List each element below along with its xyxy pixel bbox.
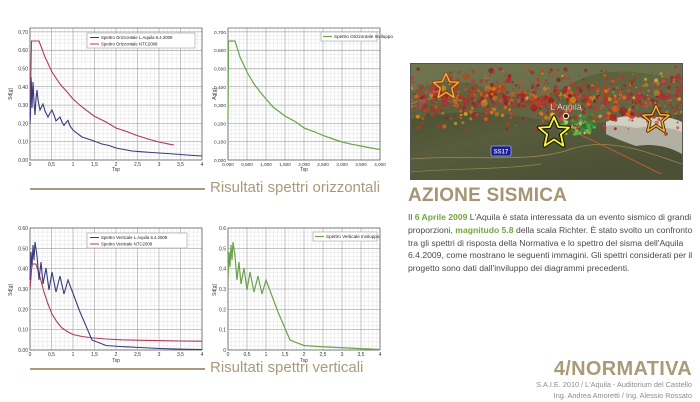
svg-text:Spettro Verticale L.Aquila 6.4: Spettro Verticale L.Aquila 6.4.2009 [101, 235, 168, 240]
svg-text:Spettro Verticale NTC2008: Spettro Verticale NTC2008 [101, 242, 153, 247]
svg-text:1: 1 [72, 352, 75, 358]
svg-text:Ag[g]: Ag[g] [212, 88, 218, 100]
svg-text:0,700: 0,700 [214, 30, 226, 36]
svg-text:0.50: 0.50 [18, 246, 28, 252]
svg-text:0.70: 0.70 [18, 30, 28, 36]
svg-text:4: 4 [201, 162, 204, 168]
svg-text:0.00: 0.00 [18, 348, 28, 354]
svg-text:3,500: 3,500 [355, 162, 367, 167]
svg-text:3: 3 [158, 352, 161, 358]
svg-text:0.00: 0.00 [18, 158, 28, 164]
svg-text:1: 1 [72, 162, 75, 168]
svg-text:0,5: 0,5 [48, 162, 55, 168]
svg-text:Tsp: Tsp [112, 358, 120, 364]
svg-text:3,000: 3,000 [336, 162, 348, 167]
svg-text:Tsp: Tsp [112, 167, 120, 172]
svg-text:0.30: 0.30 [18, 287, 28, 293]
svg-text:Sd[g]: Sd[g] [212, 284, 218, 296]
svg-text:0.4: 0.4 [219, 267, 226, 273]
svg-text:0.40: 0.40 [18, 267, 28, 273]
svg-text:2,500: 2,500 [317, 162, 329, 167]
svg-text:Spettro Verticale Inviluppo: Spettro Verticale Inviluppo [326, 234, 380, 239]
svg-text:4: 4 [379, 352, 382, 358]
svg-text:0: 0 [227, 352, 230, 358]
svg-text:0,600: 0,600 [214, 48, 226, 54]
svg-text:0.20: 0.20 [18, 307, 28, 313]
svg-text:0,5: 0,5 [244, 352, 251, 358]
svg-text:2,5: 2,5 [320, 352, 327, 358]
svg-text:1,5: 1,5 [91, 162, 98, 168]
svg-text:1,500: 1,500 [279, 162, 291, 167]
svg-text:0.10: 0.10 [18, 140, 28, 146]
svg-text:3: 3 [158, 162, 161, 168]
svg-text:0.40: 0.40 [18, 85, 28, 91]
svg-text:0,100: 0,100 [214, 140, 226, 146]
svg-text:2,5: 2,5 [134, 352, 141, 358]
svg-text:4,000: 4,000 [374, 162, 386, 167]
svg-text:Spettro Orizzontale Inviluppo: Spettro Orizzontale Inviluppo [334, 34, 393, 39]
svg-text:L'Aquila: L'Aquila [550, 102, 582, 112]
svg-text:0.1: 0.1 [219, 328, 226, 334]
svg-text:Sd[g]: Sd[g] [8, 88, 14, 100]
svg-text:2,5: 2,5 [134, 162, 141, 168]
svg-text:0.3: 0.3 [219, 287, 226, 293]
svg-text:3,5: 3,5 [358, 352, 365, 358]
svg-text:0: 0 [29, 352, 32, 358]
svg-text:0,200: 0,200 [214, 121, 226, 127]
svg-text:0,5: 0,5 [48, 352, 55, 358]
svg-text:0.6: 0.6 [219, 226, 226, 232]
svg-text:Spettro Orizzontale L.Aquila 6: Spettro Orizzontale L.Aquila 6.4.2009 [101, 35, 173, 40]
svg-text:Tsp: Tsp [300, 167, 308, 172]
svg-text:3,5: 3,5 [177, 162, 184, 168]
svg-text:3: 3 [341, 352, 344, 358]
svg-text:1,5: 1,5 [91, 352, 98, 358]
svg-text:0,500: 0,500 [214, 67, 226, 73]
svg-text:0.20: 0.20 [18, 121, 28, 127]
svg-text:SS17: SS17 [494, 150, 509, 156]
svg-text:0.5: 0.5 [219, 246, 226, 252]
svg-text:Sd[g]: Sd[g] [8, 284, 14, 296]
svg-text:3,5: 3,5 [177, 352, 184, 358]
svg-text:0,000: 0,000 [222, 162, 234, 167]
svg-text:0,300: 0,300 [214, 103, 226, 109]
svg-text:0.30: 0.30 [18, 103, 28, 109]
svg-text:1,5: 1,5 [282, 352, 289, 358]
svg-text:0.60: 0.60 [18, 226, 28, 232]
svg-text:0.10: 0.10 [18, 328, 28, 334]
svg-text:0.60: 0.60 [18, 48, 28, 54]
svg-text:1: 1 [265, 352, 268, 358]
svg-text:Spettro Orizzontale NTC2008: Spettro Orizzontale NTC2008 [101, 42, 158, 47]
svg-text:0.50: 0.50 [18, 67, 28, 73]
svg-text:4: 4 [201, 352, 204, 358]
svg-text:1,000: 1,000 [260, 162, 272, 167]
svg-text:0,500: 0,500 [241, 162, 253, 167]
svg-text:0: 0 [29, 162, 32, 168]
svg-text:0.2: 0.2 [219, 307, 226, 313]
